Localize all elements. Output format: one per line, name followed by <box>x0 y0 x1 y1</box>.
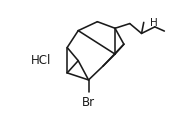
Text: HCl: HCl <box>31 54 51 67</box>
Text: H: H <box>150 18 158 28</box>
Text: Br: Br <box>82 97 95 109</box>
